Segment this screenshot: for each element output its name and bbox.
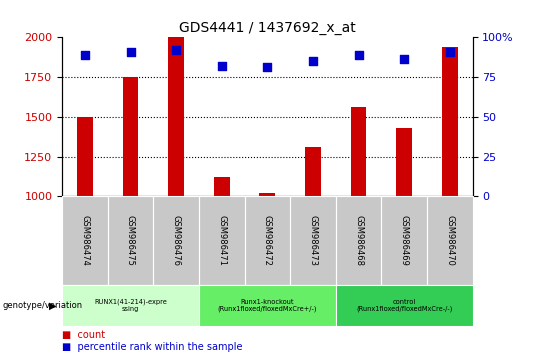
Title: GDS4441 / 1437692_x_at: GDS4441 / 1437692_x_at [179, 21, 356, 35]
Text: ▶: ▶ [49, 300, 57, 310]
Text: ■  count: ■ count [62, 330, 105, 339]
Text: GSM986471: GSM986471 [217, 215, 226, 266]
Text: control
(Runx1floxed/floxedMxCre-/-): control (Runx1floxed/floxedMxCre-/-) [356, 298, 453, 312]
Point [218, 63, 226, 69]
Text: ■  percentile rank within the sample: ■ percentile rank within the sample [62, 342, 242, 352]
Point [80, 52, 89, 57]
Text: GSM986470: GSM986470 [445, 215, 454, 266]
Text: GSM986476: GSM986476 [172, 215, 180, 266]
Point [354, 52, 363, 57]
Bar [305, 147, 321, 196]
Text: GSM986475: GSM986475 [126, 215, 135, 266]
Text: Runx1-knockout
(Runx1floxed/floxedMxCre+/-): Runx1-knockout (Runx1floxed/floxedMxCre+… [218, 298, 317, 312]
Bar [350, 107, 367, 196]
Bar [123, 77, 138, 196]
Bar [442, 47, 458, 196]
Text: GSM986469: GSM986469 [400, 215, 409, 266]
Point [263, 64, 272, 70]
Text: GSM986473: GSM986473 [308, 215, 318, 266]
Point [446, 48, 454, 54]
Text: RUNX1(41-214)-expre
ssing: RUNX1(41-214)-expre ssing [94, 298, 167, 312]
Bar [77, 117, 93, 196]
Text: genotype/variation: genotype/variation [3, 301, 83, 310]
Bar [168, 37, 184, 196]
Point [400, 57, 408, 62]
Point [172, 47, 180, 53]
Bar [214, 177, 230, 196]
Text: GSM986474: GSM986474 [80, 215, 90, 266]
Point [126, 48, 135, 54]
Text: GSM986472: GSM986472 [263, 215, 272, 266]
Bar [396, 128, 412, 196]
Bar [259, 193, 275, 196]
Text: GSM986468: GSM986468 [354, 215, 363, 266]
Point [308, 58, 317, 64]
